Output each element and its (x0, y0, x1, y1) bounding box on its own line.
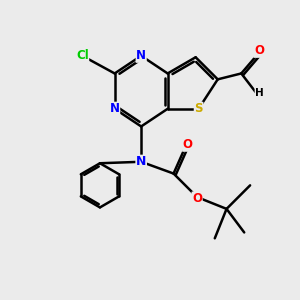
Text: N: N (136, 49, 146, 62)
Text: Cl: Cl (76, 49, 89, 62)
Text: O: O (192, 192, 202, 205)
Text: S: S (194, 102, 203, 115)
Text: O: O (254, 44, 264, 57)
Text: H: H (255, 88, 264, 98)
Text: N: N (136, 155, 146, 168)
Text: N: N (110, 102, 120, 115)
Text: O: O (183, 138, 193, 151)
